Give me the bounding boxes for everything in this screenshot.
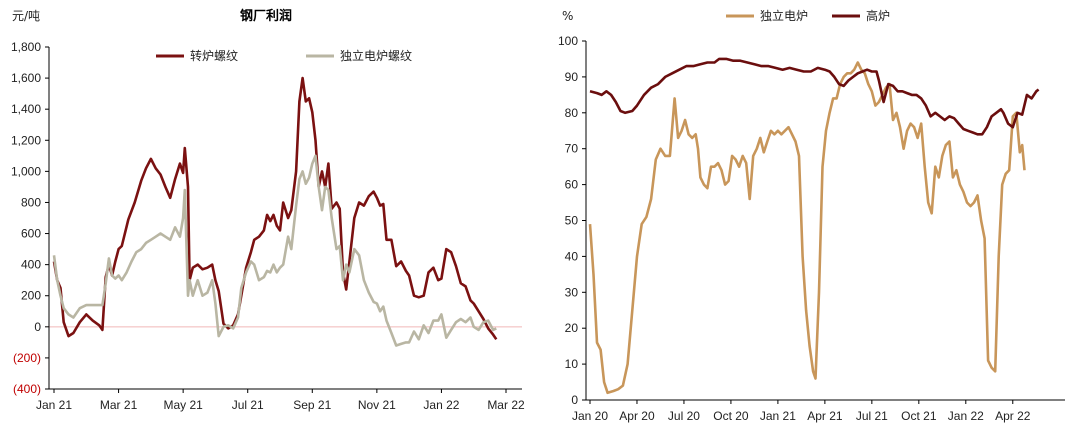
x-tick-label: Sep 21 xyxy=(293,398,331,412)
x-tick-label: Mar 22 xyxy=(487,398,525,412)
y-tick-label: 10 xyxy=(565,357,579,371)
y-tick-label: 30 xyxy=(565,285,579,299)
x-tick-label: Apr 21 xyxy=(807,409,843,423)
x-tick-label: Jul 20 xyxy=(668,409,700,423)
y-tick-label: 1,400 xyxy=(11,102,41,116)
y-tick-label: 100 xyxy=(558,34,578,48)
x-tick-label: Jul 21 xyxy=(232,398,264,412)
x-tick-label: Jan 22 xyxy=(948,409,984,423)
y-tick-label: 70 xyxy=(565,142,579,156)
x-tick-label: Jul 21 xyxy=(856,409,888,423)
series-line-2 xyxy=(589,57,1040,136)
y-tick-label: 400 xyxy=(21,258,41,272)
y-tick-label: 0 xyxy=(571,393,578,407)
y-axis-unit: 元/吨 xyxy=(12,9,40,23)
x-tick-label: Apr 20 xyxy=(619,409,655,423)
y-tick-label: 1,800 xyxy=(11,40,41,54)
series-line-1 xyxy=(52,76,498,341)
x-tick-label: May 21 xyxy=(163,398,203,412)
y-tick-label: (400) xyxy=(13,382,41,396)
x-tick-label: Oct 20 xyxy=(713,409,749,423)
legend-label-1: 独立电炉 xyxy=(760,8,808,23)
series-line-2 xyxy=(52,154,497,347)
legend-label-2: 高炉 xyxy=(866,8,890,23)
series-line-1 xyxy=(588,61,1026,395)
x-tick-label: Mar 21 xyxy=(100,398,138,412)
x-tick-label: Jan 20 xyxy=(572,409,608,423)
y-tick-label: 50 xyxy=(565,214,579,228)
y-tick-label: (200) xyxy=(13,351,41,365)
y-axis-unit: % xyxy=(562,9,573,23)
legend-label-2: 独立电炉螺纹 xyxy=(340,48,412,63)
x-tick-label: Nov 21 xyxy=(358,398,396,412)
y-tick-label: 90 xyxy=(565,70,579,84)
left-chart-steel-profit: 钢厂利润 元/吨 1,800 1,600 1,400 1,200 1,000 800 600 40… xyxy=(11,8,525,412)
x-tick-label: Jan 22 xyxy=(423,398,459,412)
y-tick-label: 80 xyxy=(565,106,579,120)
x-tick-label: Jan 21 xyxy=(760,409,796,423)
x-tick-label: Jan 21 xyxy=(36,398,72,412)
y-tick-label: 600 xyxy=(21,227,41,241)
y-tick-label: 20 xyxy=(565,321,579,335)
y-tick-label: 1,600 xyxy=(11,71,41,85)
chart-title: 钢厂利润 xyxy=(240,8,292,24)
y-tick-label: 0 xyxy=(34,320,41,334)
legend-label-1: 转炉螺纹 xyxy=(190,48,238,63)
y-tick-label: 800 xyxy=(21,195,41,209)
y-tick-label: 1,000 xyxy=(11,164,41,178)
y-tick-label: 40 xyxy=(565,249,579,263)
y-tick-label: 200 xyxy=(21,289,41,303)
x-tick-label: Oct 21 xyxy=(901,409,937,423)
y-tick-label: 60 xyxy=(565,178,579,192)
x-tick-label: Apr 22 xyxy=(995,409,1031,423)
y-tick-label: 1,200 xyxy=(11,133,41,147)
